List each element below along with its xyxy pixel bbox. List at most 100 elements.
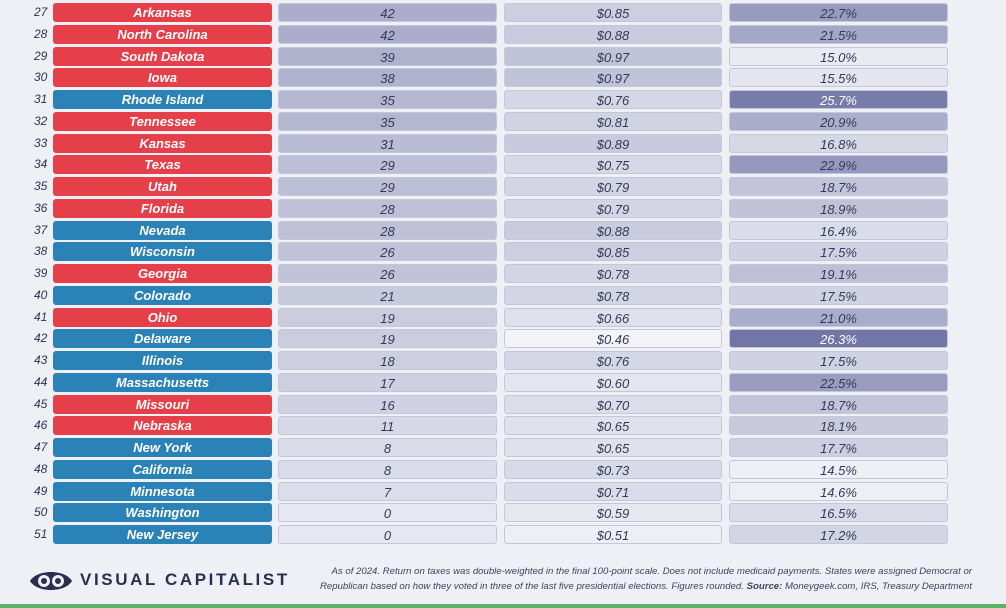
score-cell: 7	[278, 481, 497, 501]
return-cell: $0.46	[504, 329, 722, 349]
state-label: California	[53, 459, 272, 479]
score-cell: 17	[278, 372, 497, 392]
score-cell: 8	[278, 459, 497, 479]
score-cell: 26	[278, 242, 497, 262]
rank-label: 35	[34, 179, 48, 193]
tax-share-cell: 25.7%	[729, 90, 948, 109]
tax-share-cell: 14.6%	[729, 481, 948, 501]
tax-share-cell: 15.0%	[729, 46, 948, 66]
tax-share-cell: 18.9%	[729, 198, 948, 218]
rank-label: 33	[34, 135, 48, 150]
rank-label: 48	[34, 461, 48, 476]
table-row: 51 New Jersey 0 $0.51 17.2%	[0, 525, 1006, 544]
tax-share-cell: 19.1%	[729, 264, 948, 283]
state-label: North Carolina	[53, 24, 272, 44]
return-cell: $0.60	[504, 372, 722, 392]
table-row: 28 North Carolina 42 $0.88 21.5%	[0, 24, 1006, 44]
table-row: 32 Tennessee 35 $0.81 20.9%	[0, 111, 1006, 131]
score-cell: 29	[278, 177, 497, 196]
rank-label: 46	[34, 418, 48, 433]
rank-label: 49	[34, 483, 48, 498]
table-row: 35 Utah 29 $0.79 18.7%	[0, 177, 1006, 196]
return-cell: $0.85	[504, 3, 722, 22]
state-label: Arkansas	[53, 3, 272, 22]
return-cell: $0.65	[504, 438, 722, 457]
state-label: Texas	[53, 155, 272, 175]
tax-share-cell: 17.5%	[729, 242, 948, 262]
table-row: 36 Florida 28 $0.79 18.9%	[0, 198, 1006, 218]
state-label: Rhode Island	[53, 90, 272, 109]
state-label: Kansas	[53, 133, 272, 153]
return-cell: $0.65	[504, 416, 722, 436]
table-row: 50 Washington 0 $0.59 16.5%	[0, 503, 1006, 523]
score-cell: 35	[278, 111, 497, 131]
tax-share-cell: 22.9%	[729, 155, 948, 175]
score-cell: 19	[278, 329, 497, 349]
return-cell: $0.73	[504, 459, 722, 479]
rank-label: 44	[34, 374, 48, 389]
table-row: 45 Missouri 16 $0.70 18.7%	[0, 394, 1006, 414]
table-row: 33 Kansas 31 $0.89 16.8%	[0, 133, 1006, 153]
table-row: 31 Rhode Island 35 $0.76 25.7%	[0, 90, 1006, 109]
tax-share-cell: 15.5%	[729, 68, 948, 88]
score-cell: 19	[278, 307, 497, 327]
score-cell: 35	[278, 90, 497, 109]
return-cell: $0.70	[504, 394, 722, 414]
rank-label: 51	[34, 527, 48, 541]
return-cell: $0.85	[504, 242, 722, 262]
state-label: Washington	[53, 503, 272, 523]
score-cell: 21	[278, 285, 497, 305]
table-row: 44 Massachusetts 17 $0.60 22.5%	[0, 372, 1006, 392]
table-row: 46 Nebraska 11 $0.65 18.1%	[0, 416, 1006, 436]
brand-name: VISUAL CAPITALIST	[80, 570, 290, 589]
return-cell: $0.51	[504, 525, 722, 544]
table-row: 43 Illinois 18 $0.76 17.5%	[0, 351, 1006, 370]
score-cell: 0	[278, 525, 497, 544]
tax-share-cell: 18.7%	[729, 394, 948, 414]
state-label: Illinois	[53, 351, 272, 370]
rank-label: 40	[34, 287, 48, 302]
table-row: 27 Arkansas 42 $0.85 22.7%	[0, 3, 1006, 22]
table-row: 47 New York 8 $0.65 17.7%	[0, 438, 1006, 457]
tax-share-cell: 21.5%	[729, 24, 948, 44]
state-label: Delaware	[53, 329, 272, 349]
rank-label: 32	[34, 113, 48, 128]
rank-label: 29	[34, 48, 48, 63]
return-cell: $0.89	[504, 133, 722, 153]
rank-label: 39	[34, 266, 48, 280]
footer-accent-line	[0, 604, 1006, 608]
state-label: Georgia	[53, 264, 272, 283]
tax-share-cell: 21.0%	[729, 307, 948, 327]
state-label: Missouri	[53, 394, 272, 414]
score-cell: 28	[278, 198, 497, 218]
rank-label: 28	[34, 26, 48, 41]
return-cell: $0.79	[504, 177, 722, 196]
footnote: As of 2024. Return on taxes was double-w…	[300, 564, 972, 594]
footnote-text: As of 2024. Return on taxes was double-w…	[319, 566, 972, 592]
table-row: 37 Nevada 28 $0.88 16.4%	[0, 220, 1006, 240]
rank-label: 34	[34, 157, 48, 172]
return-cell: $0.71	[504, 481, 722, 501]
score-cell: 31	[278, 133, 497, 153]
rank-label: 36	[34, 200, 48, 215]
table-row: 30 Iowa 38 $0.97 15.5%	[0, 68, 1006, 88]
return-cell: $0.79	[504, 198, 722, 218]
tax-share-cell: 17.5%	[729, 285, 948, 305]
rank-label: 43	[34, 353, 48, 367]
return-cell: $0.78	[504, 285, 722, 305]
score-cell: 26	[278, 264, 497, 283]
table-row: 41 Ohio 19 $0.66 21.0%	[0, 307, 1006, 327]
rank-label: 50	[34, 505, 48, 520]
return-cell: $0.81	[504, 111, 722, 131]
state-label: Massachusetts	[53, 372, 272, 392]
score-cell: 42	[278, 24, 497, 44]
tax-share-cell: 26.3%	[729, 329, 948, 349]
rank-label: 37	[34, 222, 48, 237]
tax-share-cell: 22.7%	[729, 3, 948, 22]
tax-share-cell: 14.5%	[729, 459, 948, 479]
state-label: Minnesota	[53, 481, 272, 501]
tax-share-cell: 22.5%	[729, 372, 948, 392]
return-cell: $0.88	[504, 24, 722, 44]
return-cell: $0.76	[504, 90, 722, 109]
state-label: New York	[53, 438, 272, 457]
